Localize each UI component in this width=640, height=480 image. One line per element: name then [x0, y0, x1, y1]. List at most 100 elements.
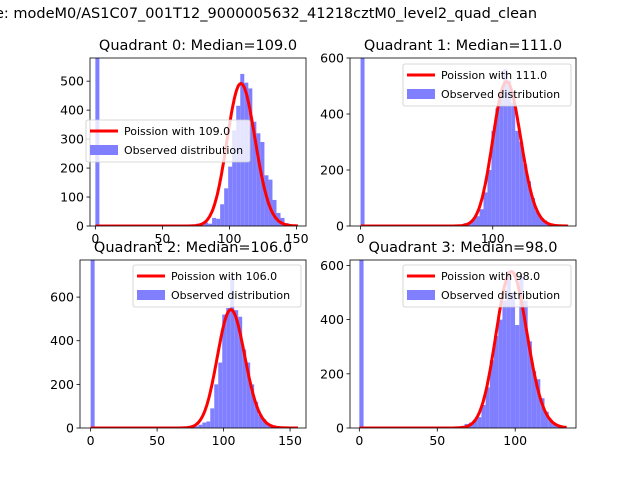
histogram-bar: [507, 80, 512, 226]
legend-box: [85, 119, 251, 163]
y-tick-label: 0: [336, 219, 344, 234]
legend-label-poisson: Poission with 106.0: [171, 270, 277, 283]
histogram-bar: [224, 188, 229, 226]
histogram-bar: [515, 325, 520, 428]
chart-panel-0: 0 50 100 150 0 100 200 300 400 500 Quadrant 0: Med…: [60, 38, 308, 246]
histogram-bar: [232, 130, 237, 226]
chart-title: Quadrant 2: Median=106.0: [94, 240, 292, 256]
histogram-bar: [531, 371, 537, 428]
legend-swatch-observed: [90, 145, 118, 155]
axes-frame: [349, 57, 577, 227]
legend-box: [132, 264, 302, 308]
x-tick-label: 50: [154, 231, 170, 246]
y-tick-label: 0: [66, 421, 74, 436]
histogram-bar: [527, 341, 532, 428]
histogram-bar: [220, 204, 225, 226]
histogram-bar: [472, 419, 478, 428]
x-tick-label: 0: [91, 231, 99, 246]
y-tick-label: 0: [76, 219, 84, 234]
histogram-bar: [519, 142, 524, 226]
histogram-bar: [544, 411, 549, 428]
chart-panel-1: 0 100 0 200 400 600 Quadrant 1: Median=111.0 Po…: [320, 38, 577, 246]
chart-legend: Poission with 106.0 Observed distribution: [132, 264, 302, 308]
x-tick-label: 50: [149, 433, 165, 448]
histogram-bar: [523, 300, 528, 428]
histogram-bar: [502, 300, 507, 428]
histogram-bar: [256, 133, 261, 226]
y-tick-label: 400: [320, 312, 344, 327]
legend-label-observed: Observed distribution: [441, 88, 560, 101]
y-tick-label: 100: [60, 190, 84, 205]
histogram-bar: [491, 130, 496, 226]
histogram-bar: [548, 419, 553, 428]
histogram-bar: [471, 219, 476, 226]
histogram-bar: [506, 270, 511, 428]
legend-label-observed: Observed distribution: [171, 289, 290, 302]
axes-frame: [349, 259, 577, 429]
histogram-bar: [194, 426, 199, 428]
histogram-bar: [226, 308, 231, 428]
legend-label-poisson: Poission with 109.0: [124, 125, 230, 138]
histogram-bar: [206, 421, 211, 428]
histogram-bar: [262, 419, 267, 428]
histogram-bar: [515, 130, 520, 226]
x-tick-label: 100: [503, 433, 527, 448]
histogram-bar: [523, 164, 528, 226]
chart-panel-2: 0 50 100 150 0 200 400 600 Quadrant 2: Median=10…: [50, 240, 307, 448]
histogram-bar: [238, 316, 243, 428]
y-tick-label: 200: [320, 163, 344, 178]
histogram-bar: [272, 199, 277, 226]
histogram-bar: [359, 260, 364, 428]
histogram-bar: [489, 360, 495, 428]
chart-title: Quadrant 3: Median=98.0: [369, 240, 558, 256]
chart-panel-3: 0 50 100 0 200 400 600 Quadrant 3: Median=98.0 P…: [320, 240, 577, 448]
x-tick-label: 100: [212, 433, 236, 448]
legend-label-poisson: Poission with 111.0: [441, 69, 547, 82]
histogram-bar: [494, 335, 499, 428]
x-tick-label: 150: [285, 231, 309, 246]
histogram-bar: [230, 277, 235, 428]
x-tick-label: 0: [357, 231, 365, 246]
histogram-bar: [498, 319, 503, 428]
histogram-bar: [540, 398, 545, 428]
y-tick-label: 600: [320, 258, 344, 273]
histogram-bar: [481, 404, 486, 428]
histogram-bar: [477, 417, 482, 428]
histogram-bar: [510, 292, 516, 428]
histogram-bar: [214, 384, 219, 428]
legend-box: [402, 63, 572, 107]
legend-label-observed: Observed distribution: [124, 144, 243, 157]
chart-legend: Poission with 111.0 Observed distribution: [402, 63, 572, 107]
histogram-bar: [246, 362, 251, 428]
legend-swatch-observed: [137, 290, 165, 300]
histogram-bar: [360, 58, 365, 226]
chart-title: Quadrant 1: Median=111.0: [364, 38, 562, 54]
chart-plot-area: [359, 260, 567, 428]
x-tick-label: 100: [481, 231, 505, 246]
legend-label-poisson: Poission with 98.0: [441, 270, 540, 283]
y-tick-label: 300: [60, 132, 84, 147]
x-tick-label: 0: [355, 433, 363, 448]
histogram-bar: [536, 379, 541, 428]
y-tick-label: 200: [60, 161, 84, 176]
poisson-curve: [95, 81, 298, 226]
chart-plot-area: [90, 260, 298, 428]
histogram-bar: [495, 108, 500, 226]
histogram-bar: [531, 198, 536, 226]
histogram-bar: [242, 349, 247, 428]
histogram-bar: [212, 217, 217, 226]
histogram-bar: [234, 310, 239, 428]
legend-swatch-observed: [407, 89, 435, 99]
histogram-bar: [483, 192, 488, 226]
y-tick-label: 200: [320, 366, 344, 381]
figure-suptitle: h file: modeM0/AS1C07_001T12_9000005632_…: [0, 6, 640, 28]
y-tick-label: 400: [50, 333, 74, 348]
histogram-bar: [204, 222, 209, 226]
histogram-bar: [198, 424, 203, 428]
chart-legend: Poission with 98.0 Observed distribution: [402, 264, 572, 308]
histogram-bar: [519, 276, 524, 428]
y-tick-label: 400: [320, 107, 344, 122]
poisson-curve: [359, 269, 567, 428]
x-tick-label: 0: [87, 433, 95, 448]
